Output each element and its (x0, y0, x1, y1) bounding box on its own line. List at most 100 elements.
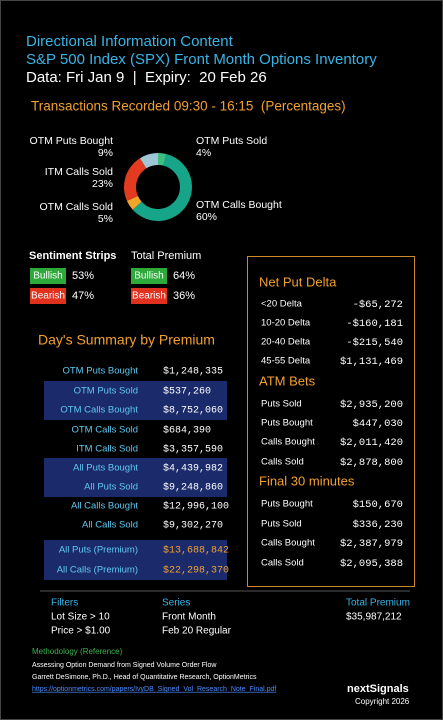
footer-item: Price > $1.00 (51, 626, 111, 637)
panel-value: $336,230 (353, 519, 403, 531)
strip-value: 64% (173, 270, 195, 282)
panel-label: Calls Sold (261, 558, 304, 569)
row-highlight (44, 458, 227, 478)
row-highlight (44, 560, 227, 580)
donut-value-label: 60% (196, 211, 217, 223)
summary-label: All Calls Bought (71, 501, 138, 512)
summary-value: $9,248,860 (163, 482, 223, 494)
panel-label: <20 Delta (261, 299, 303, 310)
strip-label: Bullish (33, 271, 62, 282)
row-highlight (44, 400, 227, 420)
footer-item: Front Month (162, 612, 216, 623)
summary-value: $9,302,270 (163, 520, 223, 532)
panel-title: ATM Bets (259, 373, 316, 388)
donut-segment (139, 153, 158, 169)
summary-value: $12,996,100 (163, 501, 229, 513)
donut-value-label: 9% (98, 147, 113, 159)
footer-heading: Filters (51, 598, 78, 609)
methodology-line: Assessing Option Demand from Signed Volu… (32, 662, 217, 669)
summary-value: $1,248,335 (163, 366, 223, 378)
sentiment-title: Sentiment Strips (29, 250, 116, 262)
donut-segment (124, 158, 147, 201)
summary-label: All Puts Sold (84, 482, 138, 493)
panel-value: -$215,540 (346, 337, 403, 349)
footer-item: Lot Size > 10 (51, 612, 110, 623)
summary-label: OTM Calls Sold (71, 425, 138, 436)
row-highlight (44, 540, 227, 560)
summary-label: All Calls Sold (82, 520, 138, 531)
panel-value: -$160,181 (346, 318, 403, 330)
strip-box (131, 268, 167, 284)
panel-value: $447,030 (353, 418, 403, 430)
row-highlight (44, 477, 227, 497)
donut-label: OTM Puts Bought (30, 135, 114, 147)
footer-heading: Series (162, 598, 190, 609)
panel-value: $2,011,420 (340, 437, 403, 449)
strip-value: 47% (72, 290, 94, 302)
total-premium-title: Total Premium (131, 250, 201, 262)
panel-value: $2,387,979 (340, 538, 403, 550)
panel-label: 20-40 Delta (261, 337, 311, 348)
brand: nextSignals (347, 683, 409, 695)
strip-box (131, 288, 167, 304)
strip-label: Bearish (31, 291, 65, 302)
summary-label: OTM Puts Bought (62, 366, 138, 377)
summary-label: ITM Calls Sold (76, 444, 138, 455)
footer-item: Feb 20 Regular (162, 626, 232, 637)
strip-box (30, 268, 66, 284)
methodology-line: Garrett DeSimone, Ph.D., Head of Quantit… (32, 674, 257, 681)
data-line: Data: Fri Jan 9 | Expiry: 20 Feb 26 (26, 69, 267, 86)
panel-label: 45-55 Delta (261, 356, 311, 367)
summary-label: All Puts Bought (73, 463, 138, 474)
subtitle: S&P 500 Index (SPX) Front Month Options … (26, 51, 377, 68)
summary-title: Day's Summary by Premium (38, 332, 215, 348)
donut-segment (158, 153, 167, 166)
panel-border (247, 256, 415, 587)
strip-value: 36% (173, 290, 195, 302)
summary-value: $8,752,060 (163, 405, 223, 417)
panel-label: Calls Bought (261, 538, 315, 549)
strip-label: Bearish (132, 291, 166, 302)
summary-value: $3,357,590 (163, 444, 223, 456)
donut-value-label: 4% (196, 147, 211, 159)
title: Directional Information Content (26, 33, 234, 50)
donut-segment (132, 154, 193, 221)
donut-label: OTM Calls Sold (39, 201, 113, 213)
summary-label: OTM Calls Bought (60, 405, 138, 416)
strip-label: Bullish (134, 271, 163, 282)
donut-label: ITM Calls Sold (45, 166, 113, 178)
panel-label: Calls Bought (261, 437, 315, 448)
panel-value: $2,095,388 (340, 558, 403, 570)
panel-label: Calls Sold (261, 457, 304, 468)
panel-value: $150,670 (353, 499, 403, 511)
row-highlight (44, 381, 227, 401)
panel-value: $2,878,800 (340, 457, 403, 469)
footer-heading: Total Premium (346, 598, 410, 609)
summary-value: $684,390 (163, 425, 211, 437)
chart-title: Transactions Recorded 09:30 - 16:15 (Per… (31, 99, 346, 114)
summary-value: $13,688,842 (163, 545, 229, 557)
donut-label: OTM Calls Bought (196, 199, 282, 211)
footer-item: $35,987,212 (346, 612, 402, 623)
donut-label: OTM Puts Sold (196, 135, 267, 147)
methodology-title: Methodology (Reference) (32, 647, 123, 656)
donut-segment (126, 195, 142, 210)
strip-value: 53% (72, 270, 94, 282)
panel-label: Puts Bought (261, 499, 313, 510)
panel-title: Net Put Delta (259, 274, 337, 289)
summary-value: $537,260 (163, 386, 211, 398)
donut-value-label: 5% (98, 213, 113, 225)
panel-label: Puts Sold (261, 519, 302, 530)
methodology-url[interactable]: https://optionmetrics.com/papers/IvyDB_S… (32, 686, 276, 693)
panel-value: -$65,272 (353, 299, 403, 311)
summary-value: $4,439,982 (163, 463, 223, 475)
panel-label: 10-20 Delta (261, 318, 311, 329)
panel-value: $2,935,200 (340, 399, 403, 411)
panel-title: Final 30 minutes (259, 473, 355, 488)
summary-label: All Puts (Premium) (59, 545, 138, 556)
summary-label: All Calls (Premium) (57, 565, 138, 576)
panel-value: $1,131,469 (340, 356, 403, 368)
